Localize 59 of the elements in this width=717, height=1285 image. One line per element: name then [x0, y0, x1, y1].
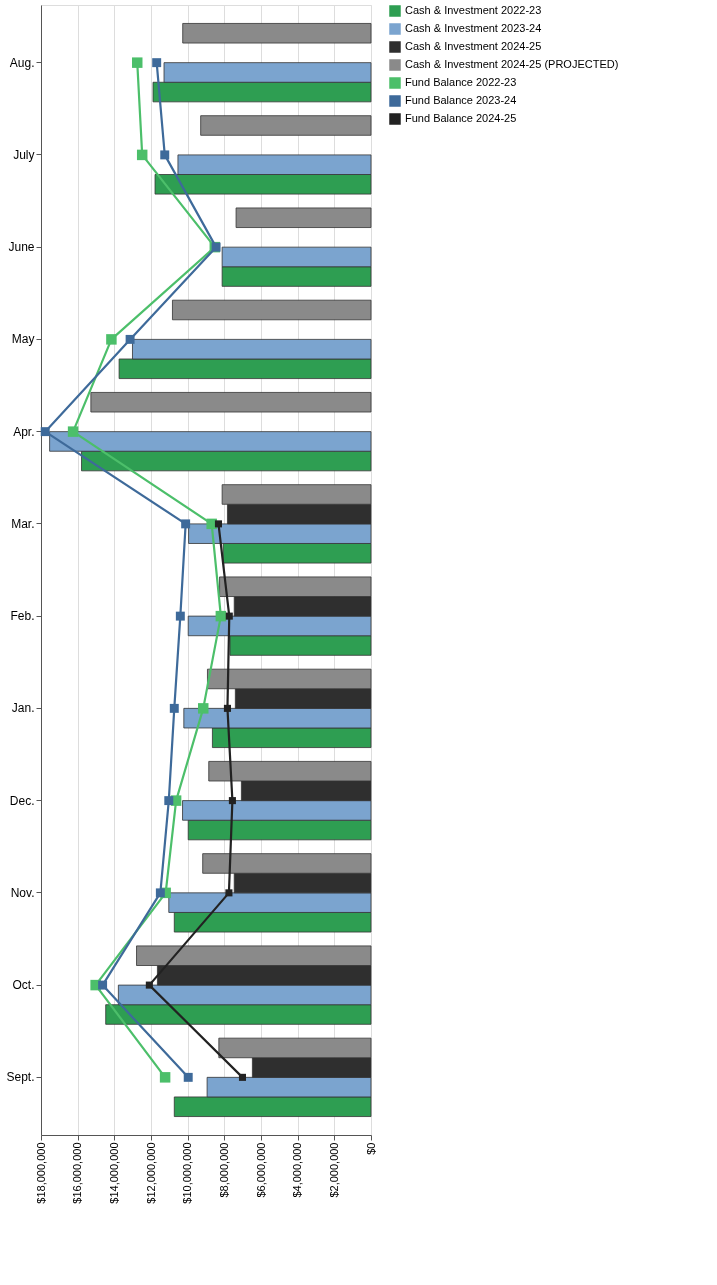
point: [175, 611, 185, 621]
x-tick-label: $4,000,000: [291, 1142, 304, 1198]
point: [225, 612, 233, 620]
y-tick-label: Feb.: [10, 609, 35, 624]
x-tick-label: $18,000,000: [34, 1142, 47, 1204]
point: [164, 796, 174, 806]
point: [132, 57, 143, 68]
y-tick-label: Nov.: [10, 885, 35, 900]
point: [152, 58, 162, 68]
y-tick-label: Sept.: [6, 1070, 35, 1085]
point: [223, 704, 231, 712]
x-tick-label: $0: [364, 1142, 377, 1155]
point: [136, 149, 148, 161]
point: [238, 1073, 247, 1081]
point: [160, 150, 170, 160]
y-tick-label: Mar.: [11, 516, 35, 531]
point: [106, 334, 117, 345]
point: [181, 519, 191, 529]
point: [155, 888, 165, 898]
x-tick-label: $14,000,000: [107, 1142, 120, 1204]
x-tick-label: $16,000,000: [71, 1142, 84, 1204]
bar: [172, 299, 372, 321]
x-tick-label: $10,000,000: [181, 1142, 194, 1204]
bar: [90, 392, 372, 413]
y-tick-label: May: [11, 332, 35, 347]
y-tick-label: Jan.: [11, 701, 35, 716]
point: [169, 703, 179, 713]
y-tick-label: June: [8, 240, 35, 255]
y-tick-label: July: [13, 147, 35, 162]
point: [125, 334, 135, 344]
point: [228, 797, 236, 805]
legend-label: Fund Balance 2022-23: [405, 76, 517, 88]
x-tick-label: $12,000,000: [144, 1142, 157, 1204]
y-tick-label: Dec.: [9, 793, 35, 808]
legend-label: Cash & Investment 2022-23: [405, 4, 542, 16]
legend-label: Cash & Investment 2024-25: [405, 40, 542, 52]
point: [159, 1072, 171, 1083]
bar: [235, 207, 372, 228]
x-tick-label: $2,000,000: [327, 1142, 340, 1198]
legend-label: Cash & Investment 2023-24: [405, 22, 542, 34]
point: [67, 426, 79, 437]
y-tick-label: Oct.: [12, 978, 35, 993]
y-tick-label: Aug.: [9, 55, 35, 70]
legend-label: Fund Balance 2024-25: [405, 112, 517, 124]
point: [198, 703, 209, 714]
point: [183, 1072, 193, 1082]
point: [145, 981, 153, 989]
point: [214, 520, 222, 528]
y-tick-label: Apr.: [13, 424, 35, 439]
point: [225, 889, 233, 897]
legend-label: Fund Balance 2023-24: [405, 94, 517, 106]
legend-label: Cash & Investment 2024-25 (PROJECTED): [405, 58, 619, 70]
bar: [182, 23, 372, 44]
point: [215, 610, 227, 622]
point: [98, 980, 108, 990]
x-tick-label: $8,000,000: [217, 1142, 230, 1198]
bar: [200, 115, 372, 136]
point: [40, 427, 50, 437]
x-tick-label: $6,000,000: [254, 1142, 267, 1198]
